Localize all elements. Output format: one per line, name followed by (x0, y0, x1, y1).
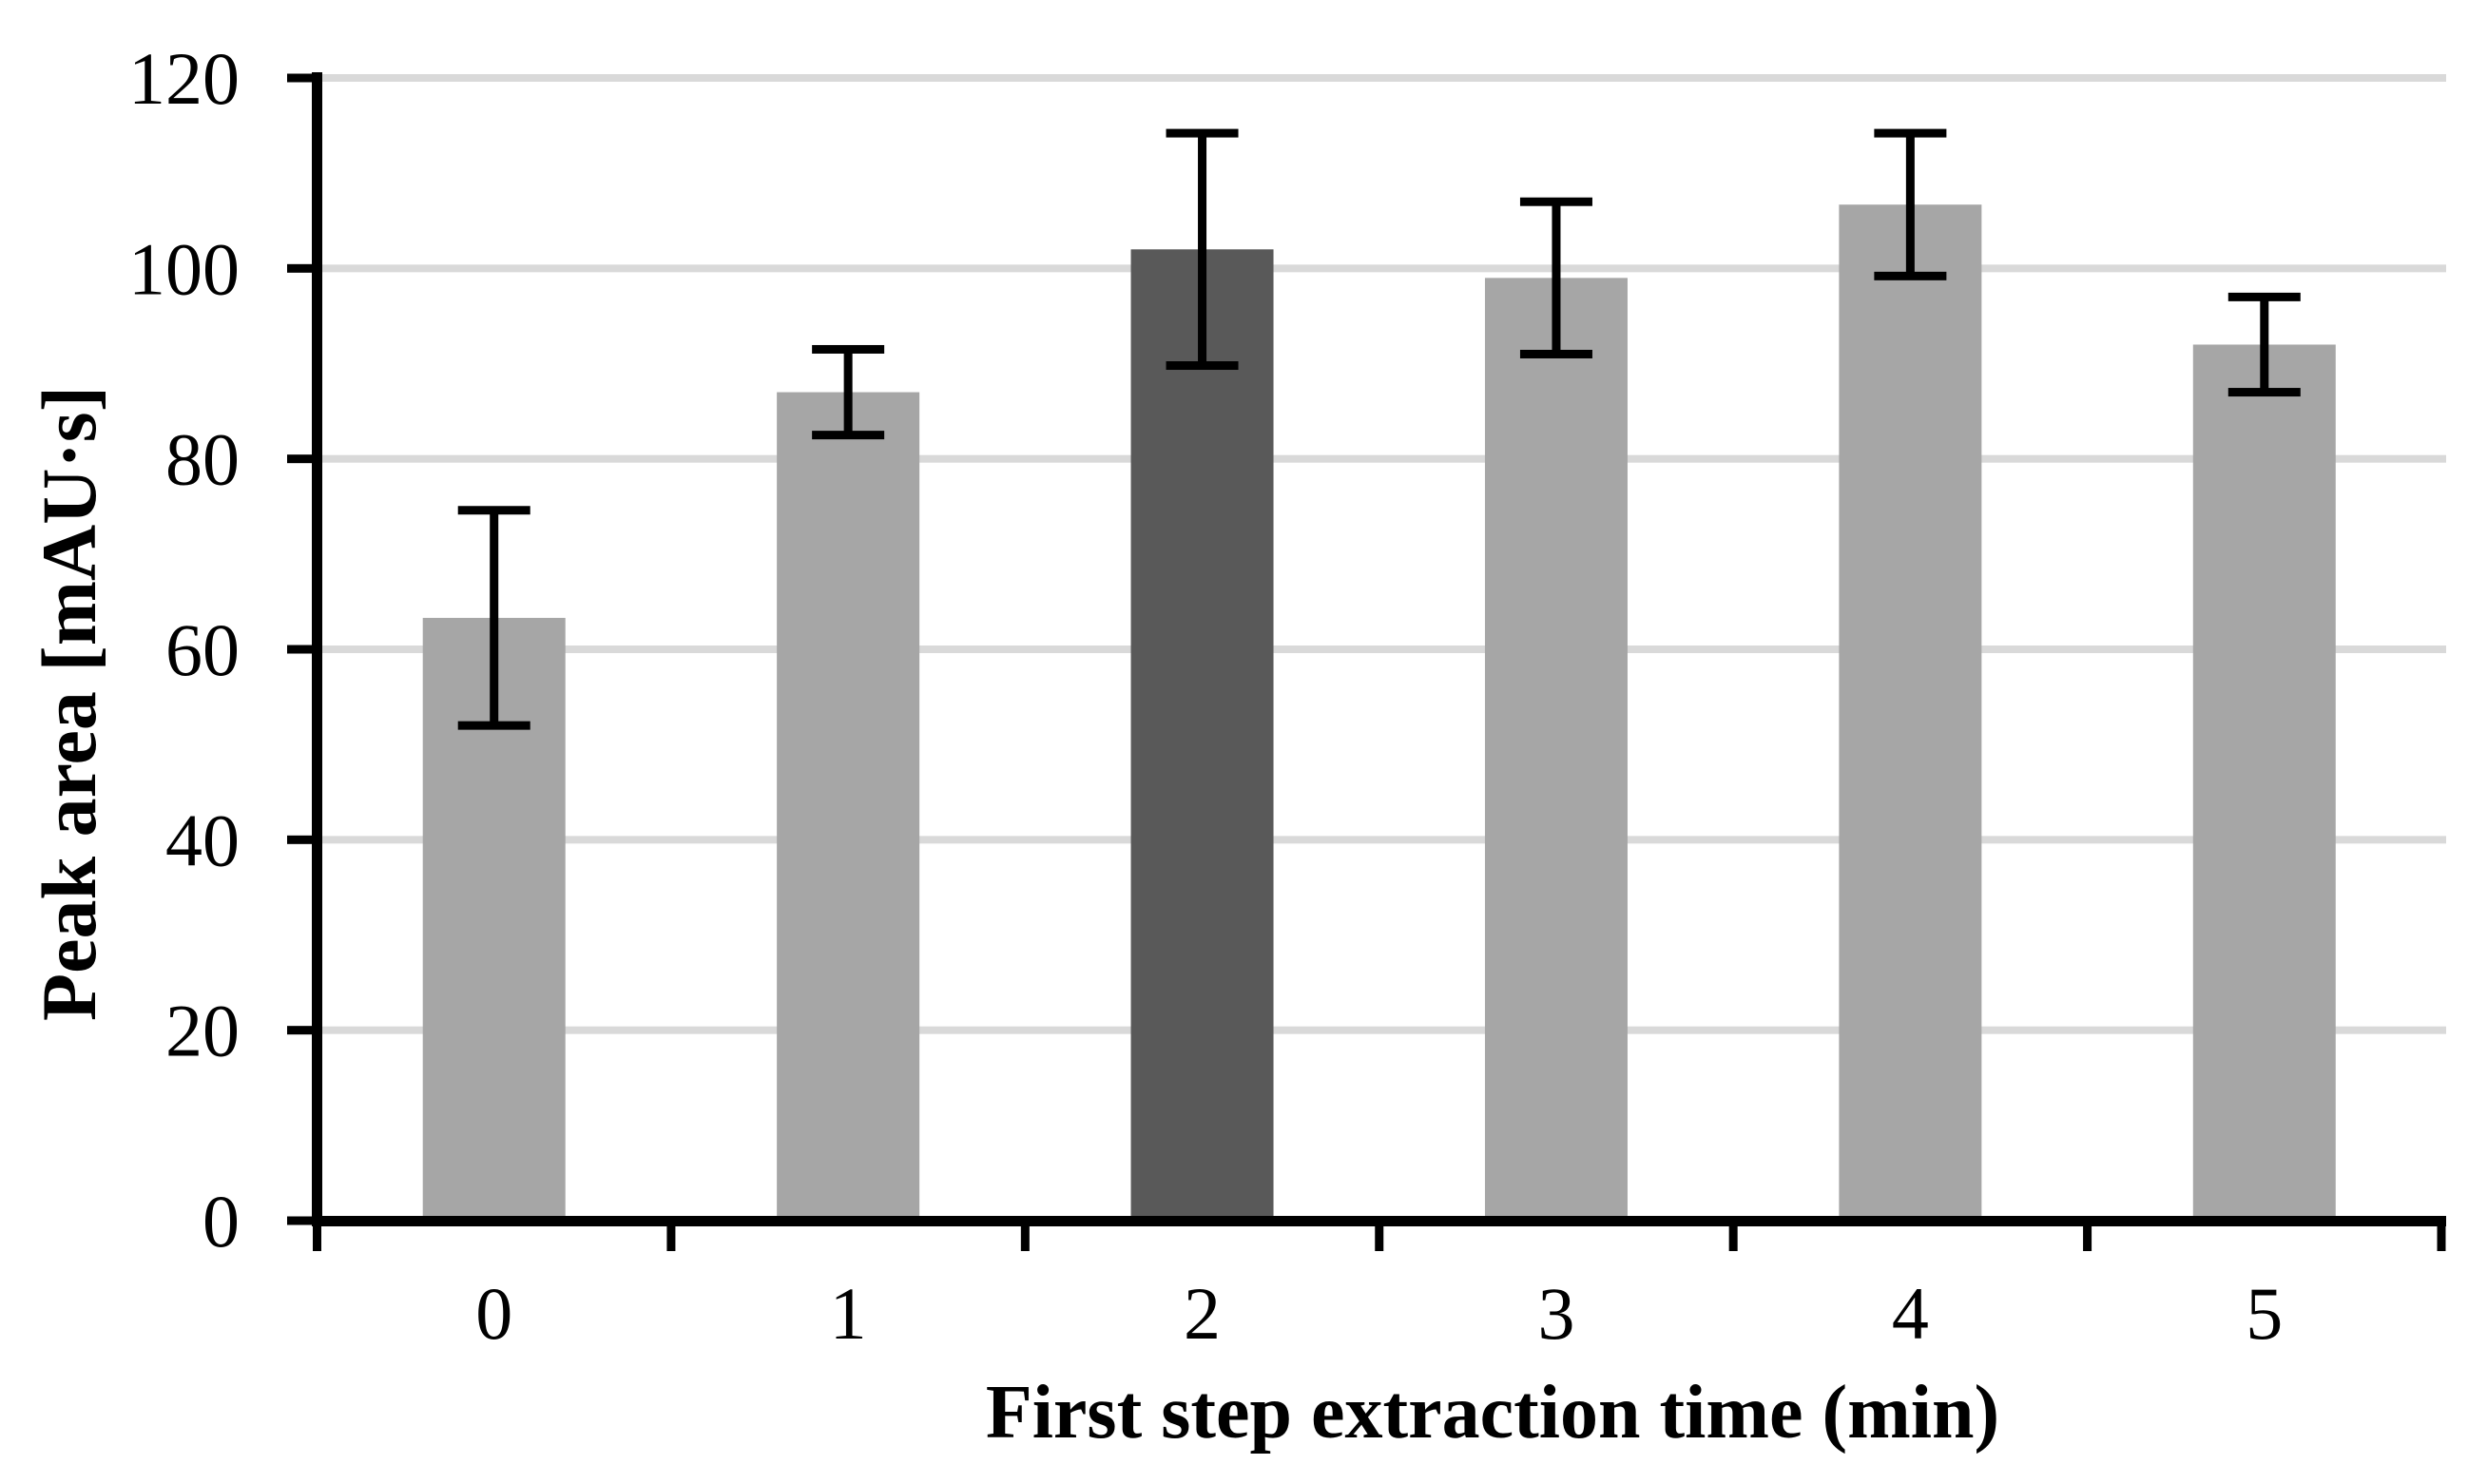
y-tick-label: 40 (165, 799, 240, 881)
y-tick-mark (287, 1216, 317, 1225)
y-tick-label: 0 (202, 1180, 240, 1262)
x-tick-mark (1375, 1221, 1384, 1251)
y-tick-mark (287, 263, 317, 273)
y-tick-mark (287, 835, 317, 844)
bars (422, 204, 2336, 1222)
x-tick-label: 4 (1892, 1272, 1929, 1355)
gridline (322, 1026, 2446, 1034)
error-bar-cap-top (1519, 197, 1592, 206)
x-tick-label: 3 (1537, 1272, 1574, 1355)
error-bar-cap-top (812, 344, 885, 354)
error-bar-line (490, 510, 499, 726)
error-bar-cap-bottom (1166, 361, 1239, 371)
gridline (322, 454, 2446, 463)
error-bar-cap-bottom (812, 431, 885, 440)
y-tick-label: 100 (128, 227, 240, 310)
bar (1484, 278, 1628, 1222)
error-bar-cap-top (457, 506, 530, 515)
tick-labels: 0 20 40 60 80 100 120 0 1 2 3 4 5 (128, 37, 2283, 1355)
bar (2192, 344, 2336, 1221)
bar (1839, 204, 1982, 1221)
y-tick-label: 20 (165, 990, 240, 1072)
x-axis-title: First step extraction time (min) (986, 1371, 1999, 1455)
x-tick-mark (2083, 1221, 2092, 1251)
x-tick-mark (1020, 1221, 1030, 1251)
axes (287, 72, 2446, 1251)
y-axis-line (312, 72, 322, 1226)
x-tick-mark (1728, 1221, 1738, 1251)
x-tick-label: 0 (475, 1272, 512, 1355)
x-tick-mark (313, 1221, 321, 1251)
gridline (322, 74, 2446, 82)
bar (1130, 249, 1274, 1221)
x-tick-label: 5 (2246, 1272, 2283, 1355)
y-tick-label: 80 (165, 418, 240, 501)
y-tick-mark (287, 454, 317, 464)
error-bar-line (1552, 202, 1561, 355)
gridline (322, 264, 2446, 273)
error-bar-line (1198, 133, 1207, 366)
x-axis-line (312, 1216, 2446, 1226)
x-tick-label: 1 (830, 1272, 867, 1355)
error-bar-line (1905, 133, 1915, 277)
error-bar-cap-bottom (457, 721, 530, 730)
y-tick-label: 120 (128, 37, 240, 120)
x-tick-label: 2 (1184, 1272, 1221, 1355)
error-bar-cap-top (1166, 128, 1239, 138)
y-tick-mark (287, 645, 317, 654)
error-bar-line (2260, 297, 2269, 393)
error-bars (457, 128, 2301, 730)
gridlines (322, 74, 2446, 1034)
y-axis-title: Peak area [mAU·s] (26, 386, 112, 1021)
error-bar-cap-top (1874, 128, 1947, 138)
error-bar-line (843, 349, 853, 435)
y-tick-label: 60 (165, 608, 240, 691)
gridline (322, 836, 2446, 844)
error-bar-cap-bottom (2227, 388, 2301, 397)
y-tick-mark (287, 73, 317, 83)
x-tick-mark (666, 1221, 676, 1251)
bar (777, 392, 920, 1221)
y-tick-mark (287, 1026, 317, 1035)
x-tick-mark (2437, 1221, 2446, 1251)
error-bar-cap-top (2227, 292, 2301, 301)
error-bar-cap-bottom (1874, 271, 1947, 280)
error-bar-cap-bottom (1519, 349, 1592, 358)
gridline (322, 646, 2446, 653)
